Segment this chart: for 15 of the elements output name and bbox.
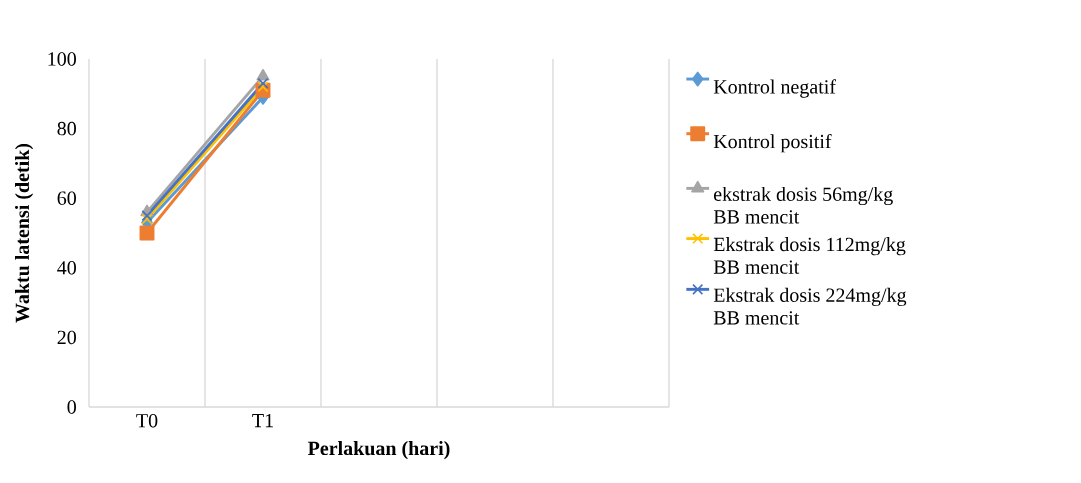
y-tick-label: 20 bbox=[57, 330, 76, 345]
legend-label: Ekstrak dosis 112mg/kg BB mencit bbox=[713, 237, 906, 274]
legend-label: Ekstrak dosis 224mg/kg BB mencit bbox=[713, 287, 907, 325]
x-tick-label: T1 bbox=[252, 413, 273, 428]
legend-label: Kontrol positif bbox=[713, 134, 832, 153]
y-tick-label: 0 bbox=[67, 400, 76, 414]
legend-label: Kontrol negatif bbox=[713, 79, 836, 98]
y-tick-label: 80 bbox=[57, 121, 76, 136]
y-tick-label: 40 bbox=[57, 261, 76, 275]
y-tick-label: 100 bbox=[48, 52, 76, 66]
y-tick-label: 60 bbox=[57, 191, 76, 205]
legend-label: ekstrak dosis 56mg/kg BB mencit bbox=[713, 186, 893, 224]
y-axis-title: Waktu latensi (detik) bbox=[15, 143, 34, 323]
x-tick-label: T0 bbox=[136, 413, 158, 428]
x-axis-title: Perlakuan (hari) bbox=[307, 441, 450, 460]
